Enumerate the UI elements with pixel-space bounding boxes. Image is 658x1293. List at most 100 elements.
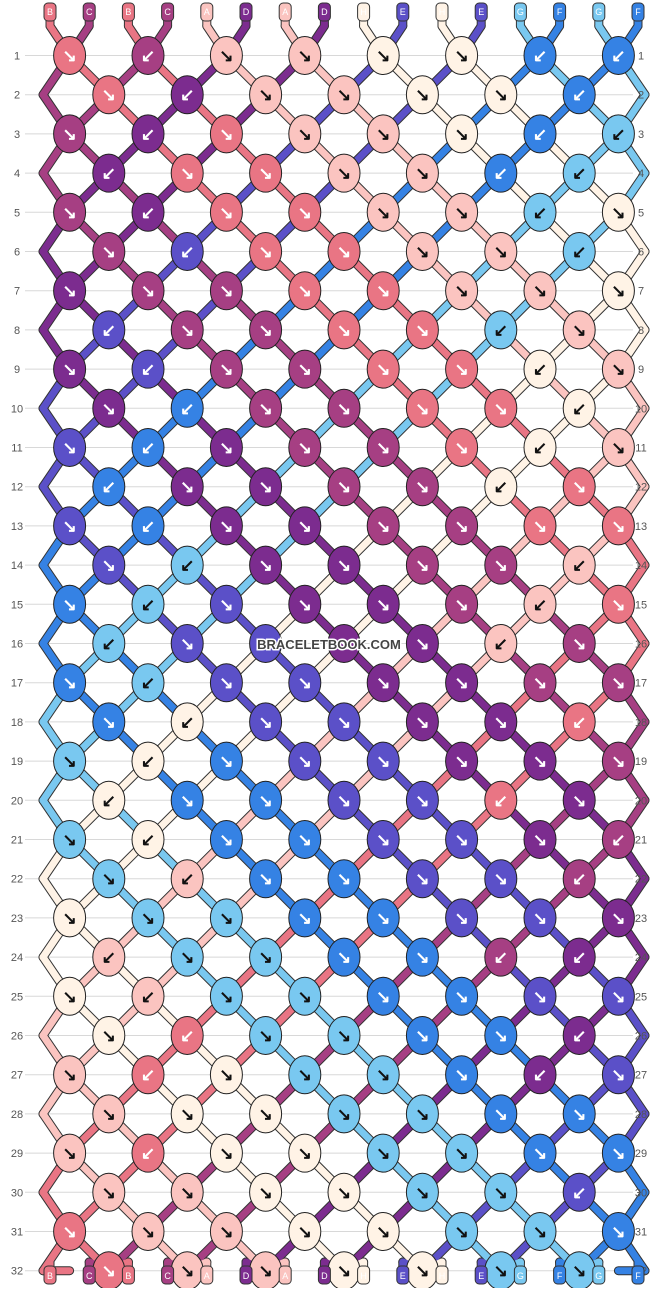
knot: ↘	[170, 153, 204, 193]
knot-oval	[601, 192, 635, 232]
knot-oval	[484, 75, 518, 115]
knot-oval	[53, 976, 87, 1016]
knot-oval	[445, 898, 479, 938]
knot: ↘	[405, 859, 439, 899]
knot-arrow-icon: ↙	[611, 831, 625, 850]
knot-arrow-icon: ↘	[62, 125, 76, 144]
knot-oval	[366, 1055, 400, 1095]
knot-oval	[53, 663, 87, 703]
knot-oval	[288, 192, 322, 232]
knot-arrow-icon: ↘	[611, 439, 625, 458]
knot-oval	[170, 1172, 204, 1212]
knot-oval	[523, 428, 557, 467]
knot-arrow-icon: ↘	[611, 517, 625, 536]
knot-oval	[249, 75, 283, 115]
knot-arrow-icon: ↘	[454, 674, 468, 693]
knot-oval	[288, 741, 322, 781]
knot-oval	[92, 232, 126, 271]
knot: ↘	[170, 937, 204, 977]
knot-arrow-icon: ↘	[572, 791, 586, 810]
knot: ↙	[562, 859, 596, 899]
knot-arrow-icon: ↘	[454, 987, 468, 1006]
knot-arrow-icon: ↘	[298, 1066, 312, 1085]
knot-arrow-icon: ↙	[102, 635, 116, 654]
knot-arrow-icon: ↘	[258, 164, 272, 183]
string-label-top: C	[164, 7, 171, 17]
knot-oval	[523, 663, 557, 703]
string-bottom-cap	[43, 1265, 57, 1285]
knot-arrow-icon: ↙	[102, 948, 116, 967]
knot-oval	[170, 310, 204, 350]
knot-oval	[601, 349, 635, 389]
knot-oval	[562, 702, 596, 742]
row-label-right: 31	[635, 1227, 647, 1239]
knot: ↙	[484, 310, 518, 350]
knot-arrow-icon: ↘	[219, 517, 233, 536]
knot-oval	[523, 898, 557, 938]
knot-arrow-icon: ↘	[219, 439, 233, 458]
knot: ↘	[209, 1212, 243, 1251]
knot-oval	[209, 192, 243, 232]
row-label-right: 23	[635, 913, 647, 925]
knot: ↘	[53, 36, 87, 75]
knot-oval	[170, 232, 204, 271]
knot: ↘	[209, 663, 243, 703]
knot-oval	[249, 937, 283, 977]
knot-oval	[601, 898, 635, 938]
knot: ↘	[327, 1172, 361, 1212]
row-label-right: 17	[635, 678, 647, 690]
knot-oval	[445, 584, 479, 624]
knot-arrow-icon: ↘	[533, 517, 547, 536]
knot: ↙	[131, 36, 165, 75]
knot-oval	[53, 584, 87, 624]
knot-oval	[131, 663, 165, 703]
string-top-cap	[82, 2, 96, 22]
row-label-left: 29	[11, 1148, 23, 1160]
string-bottom-cap	[121, 1265, 135, 1285]
knot-arrow-icon: ↙	[141, 595, 155, 614]
knot-oval	[288, 349, 322, 389]
knot-arrow-icon: ↘	[337, 1105, 351, 1124]
knot-oval	[327, 1016, 361, 1055]
knot-oval	[327, 702, 361, 742]
knot-oval	[523, 349, 557, 389]
watermark: BRACELETBOOK.COM	[257, 637, 401, 652]
knot-oval	[288, 1212, 322, 1251]
knot-oval	[562, 859, 596, 899]
row-label-right: 7	[638, 286, 644, 298]
knot-oval	[523, 271, 557, 311]
knot-arrow-icon: ↘	[180, 1105, 194, 1124]
knot-arrow-icon: ↙	[141, 517, 155, 536]
knot-arrow-icon: ↘	[494, 399, 508, 418]
knot: ↘	[92, 702, 126, 742]
knot: ↙	[562, 388, 596, 428]
row-label-right: 10	[635, 403, 647, 415]
knot-oval	[131, 271, 165, 311]
knot-oval	[327, 859, 361, 899]
knot-arrow-icon: ↘	[494, 1183, 508, 1202]
knot-arrow-icon: ↘	[415, 243, 429, 262]
knot: ↘	[209, 1055, 243, 1095]
knot-oval	[288, 663, 322, 703]
knot-oval	[405, 467, 439, 507]
knot-arrow-icon: ↘	[219, 360, 233, 379]
knot-arrow-icon: ↘	[415, 1105, 429, 1124]
knot: ↘	[601, 1055, 635, 1095]
knot-oval	[562, 624, 596, 663]
knot: ↙	[562, 937, 596, 977]
knot: ↘	[366, 1055, 400, 1095]
string-top-cap	[121, 2, 135, 22]
knot: ↙	[131, 584, 165, 624]
string-bottom-cap	[474, 1265, 488, 1285]
knot-arrow-icon: ↘	[454, 282, 468, 301]
knot-arrow-icon: ↘	[219, 1223, 233, 1242]
knot: ↙	[523, 428, 557, 467]
row-label-right: 29	[635, 1148, 647, 1160]
knot-oval	[53, 898, 87, 938]
knot-oval	[405, 75, 439, 115]
knot-oval	[53, 820, 87, 859]
row-label-left: 6	[14, 247, 20, 259]
knot-oval	[484, 937, 518, 977]
row-label-left: 14	[11, 560, 23, 572]
knot-arrow-icon: ↘	[376, 517, 390, 536]
